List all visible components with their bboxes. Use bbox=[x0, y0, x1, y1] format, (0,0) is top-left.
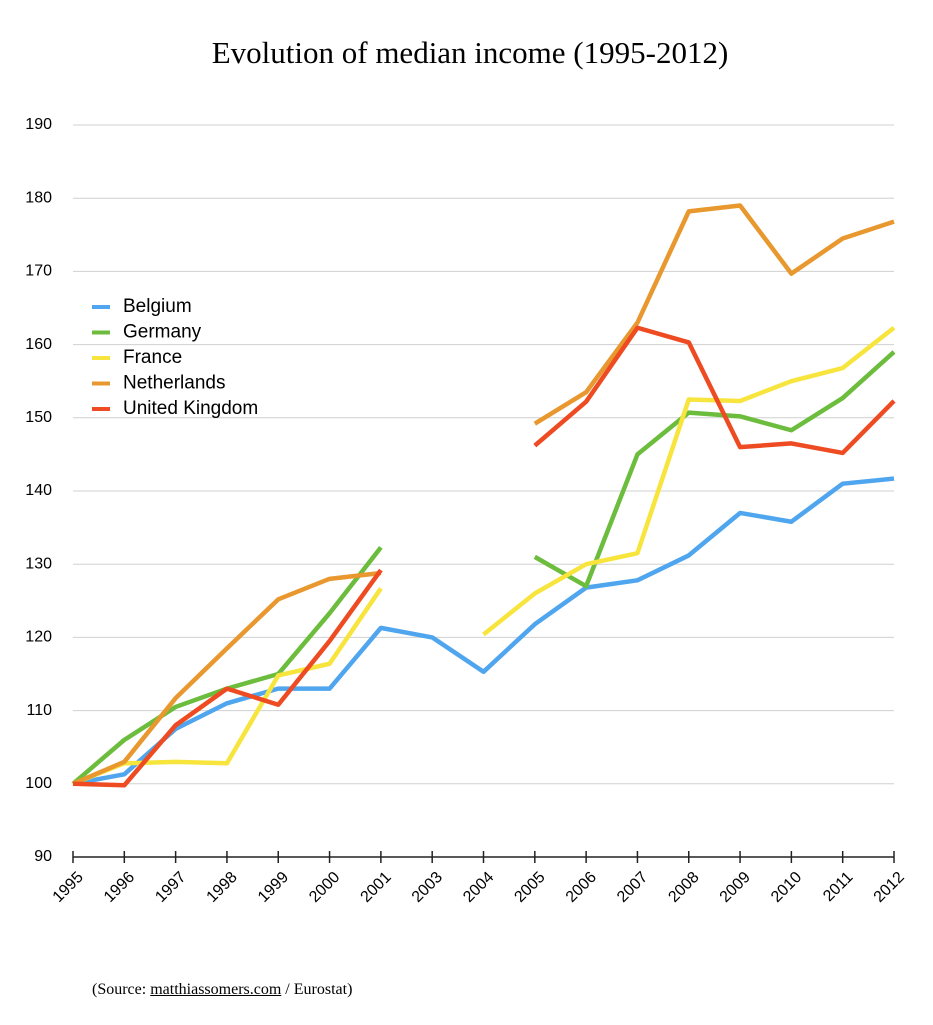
legend-label: France bbox=[123, 347, 182, 368]
x-tick-label: 2004 bbox=[460, 869, 497, 906]
y-tick-label: 130 bbox=[25, 555, 52, 572]
y-tick-label: 190 bbox=[25, 116, 52, 133]
x-tick-label: 1996 bbox=[101, 869, 138, 906]
source-note: (Source: matthiassomers.com / Eurostat) bbox=[92, 981, 352, 999]
series-line bbox=[72, 203, 895, 786]
x-tick-label: 2000 bbox=[306, 869, 343, 906]
legend-label: Belgium bbox=[123, 296, 192, 317]
source-suffix: / Eurostat) bbox=[285, 981, 353, 998]
x-tick-label: 2010 bbox=[768, 869, 805, 906]
x-tick-label: 2003 bbox=[409, 869, 446, 906]
legend-label: Netherlands bbox=[123, 373, 225, 394]
x-tick-label: 1995 bbox=[50, 869, 87, 906]
legend-label: United Kingdom bbox=[123, 398, 258, 419]
x-tick-label: 2009 bbox=[717, 869, 754, 906]
y-tick-label: 110 bbox=[26, 702, 52, 719]
x-tick-label: 2011 bbox=[820, 869, 856, 905]
series-line bbox=[72, 325, 896, 788]
x-tick-label: 2012 bbox=[871, 869, 908, 906]
y-tick-label: 140 bbox=[25, 482, 52, 499]
x-tick-label: 2001 bbox=[357, 869, 394, 906]
x-tick-label: 2005 bbox=[511, 869, 548, 906]
y-tick-label: 100 bbox=[25, 775, 52, 792]
source-link[interactable]: matthiassomers.com bbox=[150, 981, 282, 998]
legend-label: Germany bbox=[123, 322, 202, 343]
x-tick-label: 2007 bbox=[614, 869, 651, 906]
y-tick-label: 160 bbox=[25, 336, 52, 353]
x-tick-label: 2008 bbox=[665, 869, 702, 906]
y-tick-label: 90 bbox=[34, 848, 52, 865]
x-tick-label: 1999 bbox=[255, 869, 292, 906]
series-line bbox=[72, 325, 896, 786]
x-tick-label: 1998 bbox=[204, 869, 241, 906]
chart-title: Evolution of median income (1995-2012) bbox=[212, 35, 729, 70]
series-line bbox=[72, 476, 895, 787]
source-prefix: (Source: bbox=[92, 981, 147, 998]
y-tick-label: 170 bbox=[25, 263, 52, 280]
x-tick-label: 1997 bbox=[152, 869, 189, 906]
y-tick-label: 150 bbox=[25, 409, 52, 426]
y-tick-label: 120 bbox=[25, 629, 52, 646]
y-tick-label: 180 bbox=[25, 189, 52, 206]
x-tick-label: 2006 bbox=[563, 869, 600, 906]
